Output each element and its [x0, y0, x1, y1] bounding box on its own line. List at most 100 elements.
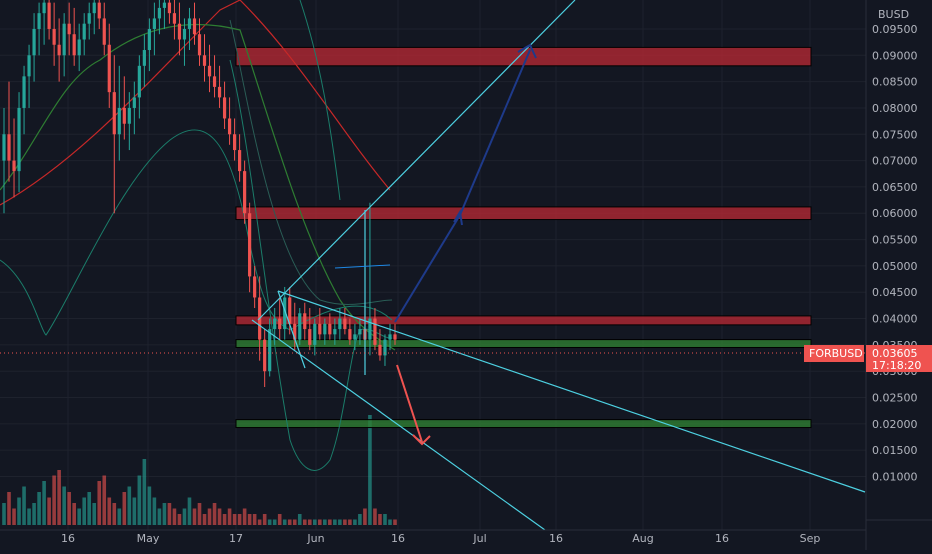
- candle-body: [248, 213, 252, 277]
- price-tick-label: 0.06000: [872, 207, 918, 220]
- candle-body: [127, 107, 131, 124]
- volume-bar: [132, 497, 137, 525]
- volume-bar: [42, 481, 46, 525]
- candle-body: [42, 2, 46, 14]
- candle-body: [207, 65, 212, 77]
- price-tick-label: 0.05500: [872, 234, 918, 247]
- candle-body: [333, 329, 337, 335]
- candle-body: [313, 323, 317, 345]
- candle-body: [227, 118, 232, 135]
- volume-bar: [82, 497, 87, 525]
- candle-body: [92, 2, 96, 14]
- candle-body: [197, 34, 202, 56]
- candle-body: [102, 18, 106, 45]
- volume-bar: [167, 503, 172, 525]
- volume-bar: [297, 514, 302, 525]
- candle-body: [172, 13, 177, 24]
- volume-bar: [383, 514, 387, 525]
- candle-body: [358, 329, 362, 335]
- volume-bar: [187, 497, 192, 525]
- candle-body: [278, 318, 282, 330]
- volume-bar: [247, 514, 252, 525]
- volume-bar: [292, 519, 297, 525]
- price-tick-label: 0.05000: [872, 260, 918, 273]
- volume-bar: [388, 519, 392, 525]
- volume-bar: [47, 497, 51, 525]
- price-tick-label: 0.08500: [872, 76, 918, 89]
- time-tick-label: Jun: [306, 532, 324, 545]
- time-tick-label: 16: [549, 532, 563, 545]
- zone-support: [235, 419, 812, 429]
- volume-bar: [338, 519, 342, 525]
- volume-bar: [323, 519, 327, 525]
- candle-body: [323, 323, 327, 335]
- volume-bar: [393, 519, 397, 525]
- candle-body: [263, 339, 267, 372]
- candle-body: [147, 28, 151, 51]
- volume-bar: [192, 508, 197, 525]
- volume-bar: [12, 508, 16, 525]
- countdown-label: 17:18:20: [872, 359, 921, 372]
- candle-body: [338, 318, 342, 330]
- candle-body: [393, 334, 397, 340]
- candle-body: [97, 2, 101, 19]
- candle-body: [7, 134, 11, 161]
- candle-body: [217, 86, 222, 98]
- candle-body: [288, 297, 292, 324]
- candle-body: [122, 107, 126, 124]
- volume-bar: [197, 503, 202, 525]
- volume-bar: [343, 519, 347, 525]
- volume-bar: [373, 508, 377, 525]
- volume-bar: [217, 508, 222, 525]
- time-tick-label: 16: [715, 532, 729, 545]
- volume-bar: [287, 519, 292, 525]
- candle-body: [212, 76, 217, 87]
- volume-bar: [152, 497, 157, 525]
- volume-bar: [262, 514, 267, 525]
- candle-body: [343, 318, 347, 330]
- time-tick-label: May: [137, 532, 160, 545]
- arrow-up-head: [517, 43, 537, 59]
- volume-bar: [142, 459, 147, 525]
- price-tick-label: 0.01500: [872, 444, 918, 457]
- price-axis-panel: [866, 0, 932, 550]
- candle-body: [137, 65, 141, 98]
- candle-body: [243, 171, 247, 214]
- time-tick-label: 17: [229, 532, 243, 545]
- volume-bar: [202, 514, 207, 525]
- volume-bar: [157, 508, 162, 525]
- candle-body: [82, 23, 86, 40]
- arrow-up-head: [453, 209, 463, 226]
- candle-body: [177, 23, 182, 40]
- drawings: [0, 0, 866, 531]
- candle-body: [17, 107, 21, 172]
- volume-bar: [92, 503, 97, 525]
- volume-bar: [57, 470, 61, 525]
- volume-bars: [2, 415, 397, 525]
- candle-body: [47, 2, 51, 29]
- candle-body: [2, 134, 6, 161]
- price-tick-label: 0.01000: [872, 471, 918, 484]
- candle-body: [167, 2, 172, 14]
- time-tick-label: Jul: [472, 532, 486, 545]
- volume-bar: [318, 519, 322, 525]
- arrow-up: [459, 49, 531, 216]
- volume-bar: [307, 519, 312, 525]
- candle-body: [87, 13, 91, 24]
- volume-bar: [32, 503, 36, 525]
- arrow-down: [396, 364, 423, 443]
- volume-bar: [37, 492, 41, 525]
- candle-body: [328, 323, 332, 335]
- candle-body: [52, 28, 56, 45]
- candle-body: [383, 339, 387, 356]
- volume-bar: [17, 497, 21, 525]
- volume-bar: [328, 519, 332, 525]
- volume-bar: [77, 508, 81, 525]
- time-tick-label: 16: [61, 532, 75, 545]
- candle-body: [27, 55, 31, 77]
- price-tick-label: 0.04000: [872, 313, 918, 326]
- candle-body: [298, 313, 302, 340]
- zone-support: [235, 339, 812, 349]
